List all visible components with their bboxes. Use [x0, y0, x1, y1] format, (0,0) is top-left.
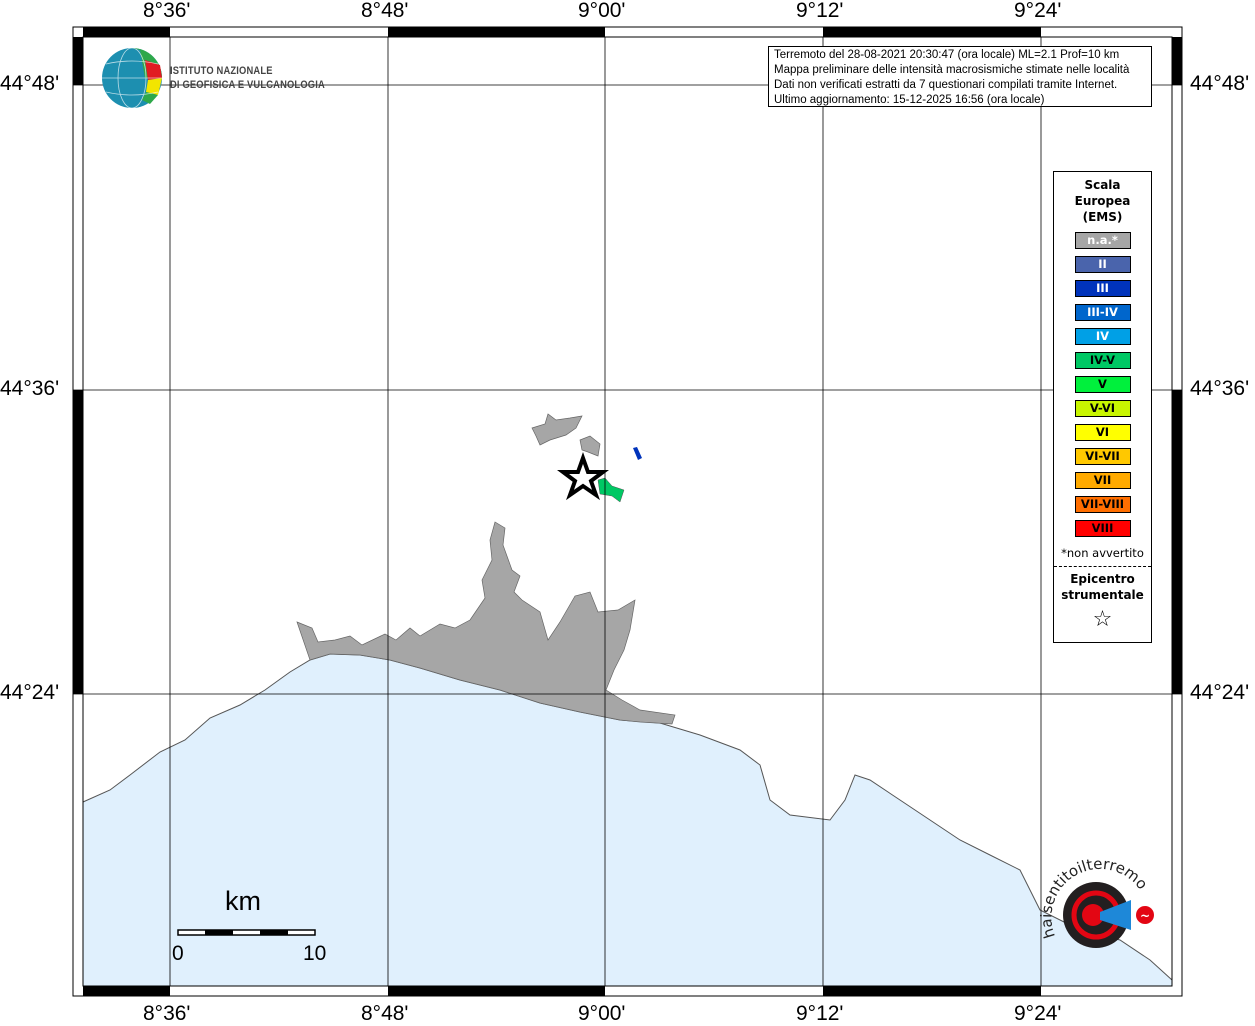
svg-text:~: ~ [1140, 909, 1150, 923]
ems-legend: Scala Europea (EMS) n.a.* II III III-IV IV IV… [1053, 171, 1152, 643]
ingv-logo-icon [102, 47, 162, 109]
legend-swatch: VII-VIII [1074, 496, 1131, 513]
event-info-line: Dati non verificati estratti da 7 questi… [774, 79, 1118, 91]
sea [82, 653, 1173, 987]
ingv-logo-text: ISTITUTO NAZIONALE DI GEOFISICA E VULCAN… [170, 64, 325, 92]
lon-label-top: 8°48' [361, 0, 409, 22]
legend-swatch: IV [1074, 328, 1131, 345]
lon-label-bottom: 9°24' [1014, 1002, 1062, 1025]
legend-note: *non avvertito [1061, 546, 1144, 560]
event-info-line: Ultimo aggiornamento: 15-12-2025 16:56 (… [774, 94, 1045, 106]
intensity-iv-v-area [597, 477, 625, 503]
event-info-line: Mappa preliminare delle intensità macros… [774, 64, 1130, 76]
legend-swatch: V [1074, 376, 1131, 393]
ingv-name-line1: ISTITUTO NAZIONALE [170, 65, 273, 77]
lat-label-right: 44°48' [1190, 72, 1250, 95]
land-not-felt [296, 521, 676, 725]
lon-label-bottom: 9°00' [578, 1002, 626, 1025]
legend-swatch: IV-V [1074, 352, 1131, 369]
legend-divider [1054, 566, 1151, 567]
legend-title-line: Europea [1074, 194, 1131, 208]
lat-label-right: 44°36' [1190, 377, 1250, 400]
epicenter-label: Epicentro strumentale [1054, 571, 1151, 603]
lat-label-left: 44°36' [0, 377, 60, 400]
legend-title: Scala Europea (EMS) [1054, 177, 1151, 225]
legend-title-line: Scala [1084, 178, 1121, 192]
scale-bar [177, 929, 316, 936]
lon-label-bottom: 8°48' [361, 1002, 409, 1025]
legend-swatch: V-VI [1074, 400, 1131, 417]
legend-swatch: VI-VII [1074, 448, 1131, 465]
lat-label-left: 44°24' [0, 681, 60, 704]
lon-label-top: 9°12' [796, 0, 844, 22]
legend-swatch: VI [1074, 424, 1131, 441]
legend-swatch: III [1074, 280, 1131, 297]
graticule [73, 37, 1182, 986]
scale-bar-unit: km [225, 886, 261, 916]
legend-swatch: III-IV [1074, 304, 1131, 321]
epicenter-label-line: Epicentro [1070, 572, 1135, 586]
intensity-iii-area [633, 447, 642, 460]
scale-bar-end: 10 [303, 942, 327, 965]
legend-swatch: VII [1074, 472, 1131, 489]
legend-swatch: n.a.* [1074, 232, 1131, 249]
lat-label-right: 44°24' [1190, 681, 1250, 704]
ingv-name-line2: DI GEOFISICA E VULCANOLOGIA [170, 79, 325, 91]
event-info-box: Terremoto del 28-08-2021 20:30:47 (ora l… [768, 46, 1152, 107]
epicenter-legend-star-icon: ☆ [1092, 607, 1113, 632]
land-not-felt [531, 413, 583, 446]
epicenter-label-line: strumentale [1061, 588, 1144, 602]
scale-bar-start: 0 [172, 942, 184, 965]
legend-swatch: II [1074, 256, 1131, 273]
land-not-felt [579, 435, 601, 457]
lat-label-left: 44°48' [0, 72, 60, 95]
lon-label-top: 8°36' [143, 0, 191, 22]
map-frame [72, 26, 1183, 997]
lon-label-top: 9°00' [578, 0, 626, 22]
legend-swatch: VIII [1074, 520, 1131, 537]
event-info-line: Terremoto del 28-08-2021 20:30:47 (ora l… [774, 49, 1120, 61]
lon-label-top: 9°24' [1014, 0, 1062, 22]
epicenter-star-icon [557, 452, 609, 501]
legend-title-line: (EMS) [1082, 210, 1123, 224]
lon-label-bottom: 8°36' [143, 1002, 191, 1025]
lon-label-bottom: 9°12' [796, 1002, 844, 1025]
